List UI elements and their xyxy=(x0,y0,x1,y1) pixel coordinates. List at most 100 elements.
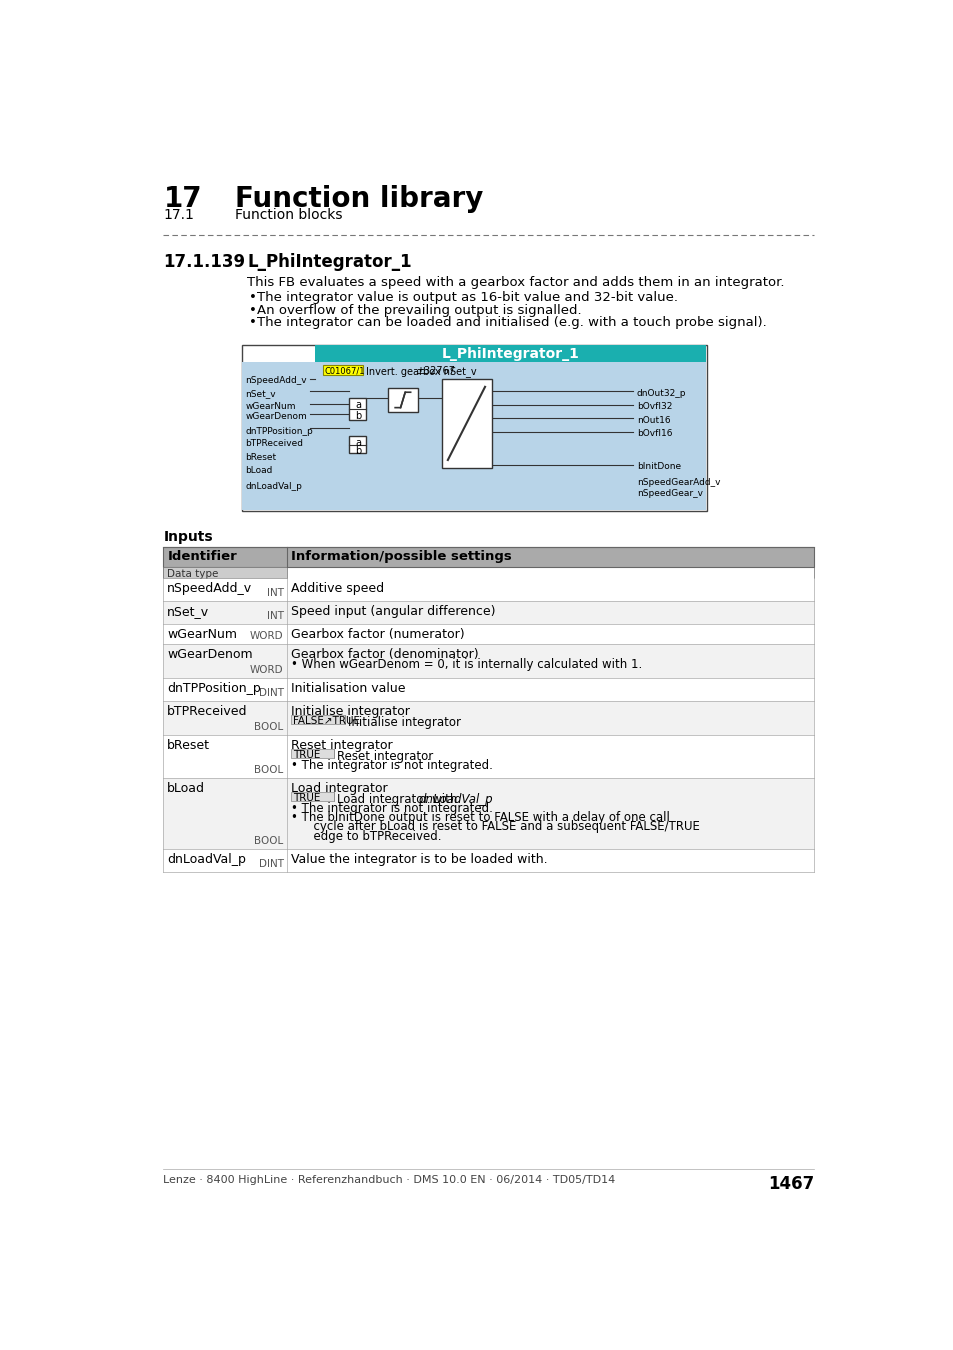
Text: • The bInitDone output is reset to FALSE with a delay of one call: • The bInitDone output is reset to FALSE… xyxy=(291,811,669,824)
FancyBboxPatch shape xyxy=(163,778,814,849)
FancyBboxPatch shape xyxy=(291,792,334,801)
Text: bReset: bReset xyxy=(245,454,276,462)
Text: wGearNum: wGearNum xyxy=(167,628,237,641)
Text: wGearDenom: wGearDenom xyxy=(167,648,253,662)
Text: nSpeedGearAdd_v: nSpeedGearAdd_v xyxy=(637,478,720,487)
Text: L_PhiIntegrator_1: L_PhiIntegrator_1 xyxy=(441,347,579,360)
Text: nOut16: nOut16 xyxy=(637,416,670,425)
Text: dnTPPosition_p: dnTPPosition_p xyxy=(245,427,313,436)
Text: Identifier: Identifier xyxy=(167,549,236,563)
FancyBboxPatch shape xyxy=(163,849,814,872)
FancyBboxPatch shape xyxy=(163,701,814,734)
Text: cycle after bLoad is reset to FALSE and a subsequent FALSE/TRUE: cycle after bLoad is reset to FALSE and … xyxy=(306,821,700,833)
Text: Load integrator with: Load integrator with xyxy=(336,792,460,806)
Text: TRUE: TRUE xyxy=(293,792,320,803)
Text: 1467: 1467 xyxy=(767,1176,814,1193)
Text: Load integrator: Load integrator xyxy=(291,782,388,795)
Text: dnLoadVal_p: dnLoadVal_p xyxy=(167,853,246,865)
Text: dnTPPosition_p: dnTPPosition_p xyxy=(167,682,261,695)
Text: Gearbox factor (numerator): Gearbox factor (numerator) xyxy=(291,628,464,641)
Text: Lenze · 8400 HighLine · Referenzhandbuch · DMS 10.0 EN · 06/2014 · TD05/TD14: Lenze · 8400 HighLine · Referenzhandbuch… xyxy=(163,1176,615,1185)
Text: • The integrator is not integrated.: • The integrator is not integrated. xyxy=(291,802,493,815)
FancyBboxPatch shape xyxy=(349,436,366,454)
Text: • When wGearDenom = 0, it is internally calculated with 1.: • When wGearDenom = 0, it is internally … xyxy=(291,657,642,671)
Text: This FB evaluates a speed with a gearbox factor and adds them in an integrator.: This FB evaluates a speed with a gearbox… xyxy=(247,275,783,289)
FancyBboxPatch shape xyxy=(163,644,814,678)
Text: Inputs: Inputs xyxy=(163,531,213,544)
Text: Initialisation value: Initialisation value xyxy=(291,682,405,695)
Text: BOOL: BOOL xyxy=(254,836,283,845)
Text: Data type: Data type xyxy=(167,568,218,579)
Text: bInitDone: bInitDone xyxy=(637,462,680,471)
FancyBboxPatch shape xyxy=(242,362,705,510)
FancyBboxPatch shape xyxy=(163,734,814,778)
Text: ±32767: ±32767 xyxy=(416,366,455,377)
Text: The integrator can be loaded and initialised (e.g. with a touch probe signal).: The integrator can be loaded and initial… xyxy=(257,316,766,329)
Text: C01067/1: C01067/1 xyxy=(324,366,365,375)
Text: dnLoadVal_p: dnLoadVal_p xyxy=(245,482,302,490)
Text: a: a xyxy=(355,400,360,410)
FancyBboxPatch shape xyxy=(388,387,417,412)
Text: edge to bTPReceived.: edge to bTPReceived. xyxy=(306,830,441,842)
Text: Initialise integrator: Initialise integrator xyxy=(348,716,460,729)
Text: nSet_v: nSet_v xyxy=(245,389,276,398)
FancyBboxPatch shape xyxy=(241,346,706,510)
Text: Reset integrator: Reset integrator xyxy=(291,738,393,752)
Text: Gearbox factor (denominator): Gearbox factor (denominator) xyxy=(291,648,478,662)
FancyBboxPatch shape xyxy=(441,379,492,467)
Text: b: b xyxy=(355,410,360,421)
Text: •: • xyxy=(249,316,257,329)
Text: •: • xyxy=(249,304,257,317)
Text: 17: 17 xyxy=(163,185,202,213)
FancyBboxPatch shape xyxy=(315,346,705,362)
Text: wGearNum: wGearNum xyxy=(245,402,295,412)
Text: • The integrator is not integrated.: • The integrator is not integrated. xyxy=(291,759,493,772)
Text: TRUE: TRUE xyxy=(293,749,320,760)
Text: Function library: Function library xyxy=(235,185,483,213)
Text: Speed input (angular difference): Speed input (angular difference) xyxy=(291,605,496,618)
Text: INT: INT xyxy=(266,612,283,621)
Text: WORD: WORD xyxy=(250,664,283,675)
Text: L_PhiIntegrator_1: L_PhiIntegrator_1 xyxy=(247,252,412,271)
Text: bOvfl32: bOvfl32 xyxy=(637,402,672,412)
FancyBboxPatch shape xyxy=(291,749,334,757)
FancyBboxPatch shape xyxy=(323,366,363,374)
Text: DINT: DINT xyxy=(258,859,283,869)
Text: FALSE↗TRUE: FALSE↗TRUE xyxy=(293,716,359,726)
FancyBboxPatch shape xyxy=(291,716,344,724)
Text: Value the integrator is to be loaded with.: Value the integrator is to be loaded wit… xyxy=(291,853,547,865)
Text: nSet_v: nSet_v xyxy=(167,605,210,618)
Text: dnOut32_p: dnOut32_p xyxy=(637,389,686,398)
Text: Function blocks: Function blocks xyxy=(235,208,343,223)
Text: nSpeedGear_v: nSpeedGear_v xyxy=(637,489,702,498)
FancyBboxPatch shape xyxy=(163,624,814,644)
Text: DINT: DINT xyxy=(258,688,283,698)
Text: Initialise integrator: Initialise integrator xyxy=(291,705,410,718)
Text: bLoad: bLoad xyxy=(167,782,205,795)
Text: •: • xyxy=(249,292,257,304)
Text: a: a xyxy=(355,437,360,448)
Text: wGearDenom: wGearDenom xyxy=(245,412,307,421)
Text: nSpeedAdd_v: nSpeedAdd_v xyxy=(167,582,253,594)
Text: nSpeedAdd_v: nSpeedAdd_v xyxy=(245,377,307,385)
Text: BOOL: BOOL xyxy=(254,765,283,775)
Text: Invert. gearbox nSet_v: Invert. gearbox nSet_v xyxy=(366,366,476,377)
FancyBboxPatch shape xyxy=(163,547,814,567)
Text: INT: INT xyxy=(266,587,283,598)
FancyBboxPatch shape xyxy=(349,398,366,420)
Text: Information/possible settings: Information/possible settings xyxy=(291,549,512,563)
Text: WORD: WORD xyxy=(250,630,283,641)
Text: dnLoadVal_p: dnLoadVal_p xyxy=(418,792,493,806)
Text: Reset integrator: Reset integrator xyxy=(336,749,433,763)
Text: An overflow of the prevailing output is signalled.: An overflow of the prevailing output is … xyxy=(257,304,581,317)
Text: b: b xyxy=(355,446,360,456)
Text: bLoad: bLoad xyxy=(245,466,273,475)
Text: bOvfl16: bOvfl16 xyxy=(637,429,672,439)
FancyBboxPatch shape xyxy=(163,678,814,701)
Text: 17.1: 17.1 xyxy=(163,208,194,223)
Text: BOOL: BOOL xyxy=(254,722,283,732)
Text: The integrator value is output as 16-bit value and 32-bit value.: The integrator value is output as 16-bit… xyxy=(257,292,678,304)
Text: bReset: bReset xyxy=(167,738,210,752)
FancyBboxPatch shape xyxy=(163,567,287,578)
Text: bTPReceived: bTPReceived xyxy=(167,705,248,718)
